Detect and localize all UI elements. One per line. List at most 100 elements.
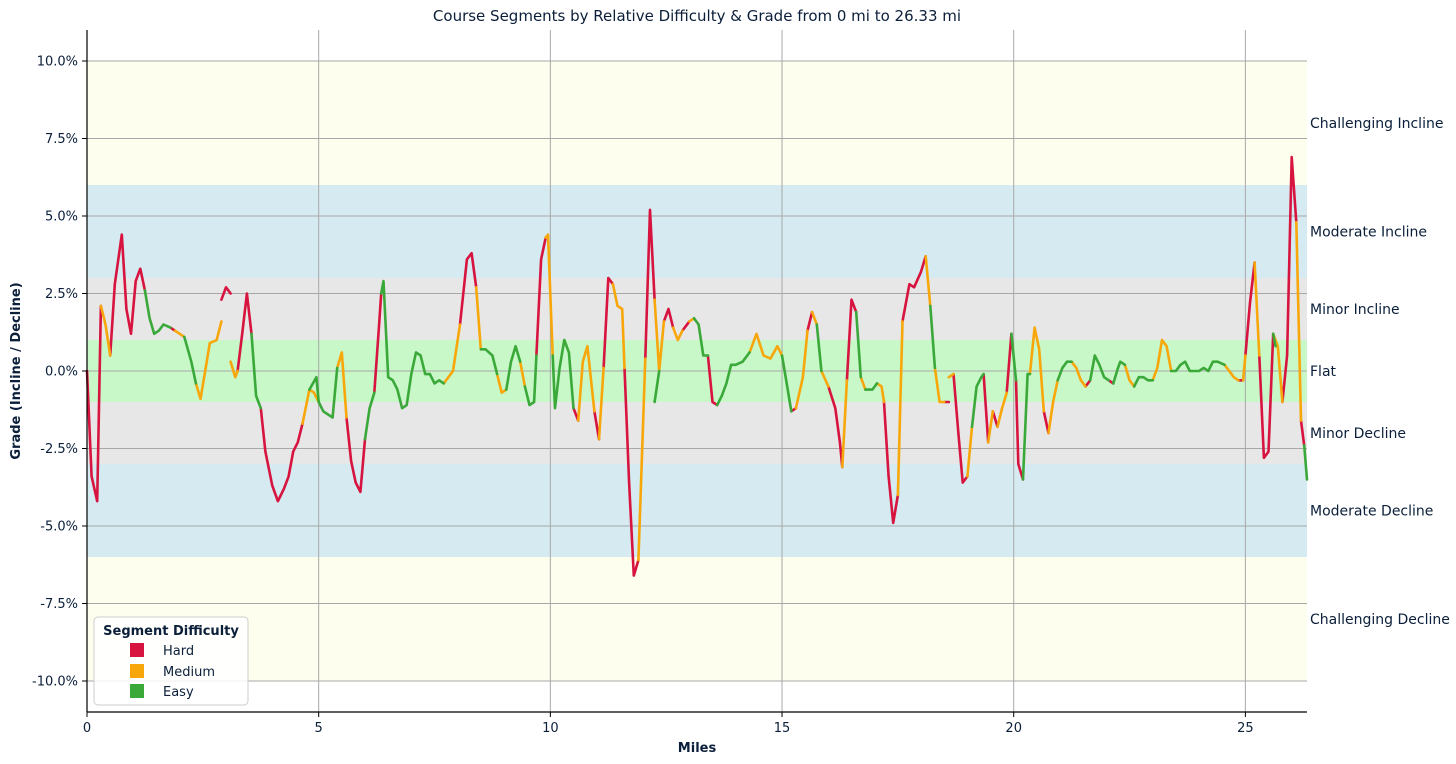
segment-easy: [523, 354, 538, 407]
segment-easy: [692, 316, 710, 357]
legend-swatch-easy: [130, 684, 144, 698]
segment-medium: [794, 329, 809, 410]
segment-easy: [379, 279, 446, 410]
x-tick-label: 20: [1005, 721, 1022, 736]
segment-medium: [1070, 360, 1087, 388]
segment-hard: [1281, 155, 1298, 404]
segment-hard: [1005, 332, 1013, 395]
segment-easy: [551, 338, 575, 410]
segment-hard: [1014, 378, 1025, 481]
segment-medium: [1241, 354, 1247, 382]
segment-medium: [637, 357, 647, 562]
difficulty-zones: [87, 61, 1307, 681]
legend: Segment Difficulty Hard Medium Easy: [93, 616, 249, 706]
segment-easy: [1088, 354, 1110, 382]
segment-medium: [544, 233, 555, 357]
segment-medium: [1047, 378, 1059, 435]
segment-medium: [840, 378, 849, 469]
segment-medium: [518, 360, 527, 388]
segment-hard: [85, 304, 103, 503]
segment-easy: [250, 332, 263, 410]
segment-medium: [1028, 326, 1046, 413]
zone-challenging-decline: [87, 557, 1307, 681]
zone-label-challenging-decline: Challenging Decline: [1310, 612, 1450, 628]
segment-easy: [854, 310, 863, 379]
x-tick-label: 15: [774, 721, 791, 736]
y-axis-label: Grade (Incline / Decline): [9, 282, 24, 459]
zone-label-minor-incline: Minor Incline: [1310, 302, 1400, 318]
zone-label-challenging-incline: Challenging Incline: [1310, 116, 1443, 132]
legend-label-medium: Medium: [163, 665, 215, 680]
y-tick-label: 7.5%: [45, 132, 78, 147]
grade-series: [85, 155, 1309, 577]
segment-medium: [1151, 338, 1173, 382]
segment-easy: [1010, 332, 1018, 382]
segment-medium: [671, 326, 684, 342]
legend-box: [93, 616, 249, 706]
y-ticks: 10.0% 7.5% 5.0% 2.5% 0.0% -2.5% -5.0% -7.5% -10.…: [32, 55, 87, 690]
grid-lines: [87, 30, 1307, 712]
y-tick-label: -5.0%: [40, 520, 78, 535]
segment-easy: [363, 391, 376, 441]
segment-medium: [597, 366, 605, 441]
legend-title: Segment Difficulty: [103, 624, 239, 639]
y-tick-label: -7.5%: [40, 597, 78, 612]
segment-hard: [1258, 332, 1275, 460]
segment-medium: [1123, 363, 1136, 388]
x-tick-label: 0: [83, 721, 91, 736]
segment-medium: [966, 425, 974, 478]
segment-hard: [458, 251, 478, 326]
y-tick-label: 10.0%: [37, 55, 78, 70]
segment-hard: [827, 385, 844, 469]
y-tick-label: 5.0%: [45, 210, 78, 225]
segment-medium: [173, 329, 186, 339]
zone-label-flat: Flat: [1310, 364, 1337, 380]
segment-easy: [780, 354, 793, 413]
zone-label-moderate-incline: Moderate Incline: [1310, 225, 1427, 241]
segment-easy: [183, 335, 198, 385]
segment-hard: [372, 292, 383, 395]
segment-easy: [1271, 332, 1277, 348]
segment-hard: [1042, 409, 1050, 435]
zone-moderate-decline: [87, 464, 1307, 557]
segment-medium: [748, 332, 784, 360]
segment-hard: [259, 406, 304, 503]
segment-medium: [229, 360, 239, 379]
segment-medium: [933, 366, 946, 404]
zone-label-moderate-decline: Moderate Decline: [1310, 504, 1433, 520]
segment-medium: [99, 304, 112, 357]
x-tick-label: 10: [542, 721, 559, 736]
segment-hard: [643, 208, 656, 360]
segment-medium: [611, 282, 626, 370]
segment-easy: [864, 382, 879, 391]
segment-easy: [1302, 444, 1309, 481]
segment-hard: [1244, 261, 1256, 357]
segment-medium: [301, 388, 321, 426]
segment-hard: [806, 310, 814, 333]
segment-hard: [108, 233, 147, 357]
segment-hard: [845, 298, 858, 382]
segment-medium: [810, 310, 819, 326]
segment-easy: [143, 289, 172, 336]
segment-easy: [815, 323, 823, 373]
segment-medium: [194, 320, 223, 401]
segment-easy: [1021, 372, 1032, 481]
zone-challenging-incline: [87, 61, 1307, 185]
segment-easy: [1056, 360, 1073, 382]
segment-easy: [504, 344, 522, 391]
x-ticks: 0 5 10 15 20 25: [83, 712, 1254, 736]
segment-easy: [479, 347, 499, 376]
segment-medium: [859, 375, 867, 391]
segment-medium: [986, 409, 995, 444]
x-axis-label: Miles: [678, 741, 717, 756]
segment-medium: [576, 344, 596, 422]
segment-hard: [952, 372, 969, 484]
segment-hard: [345, 416, 367, 494]
zone-minor-incline: [87, 278, 1307, 340]
legend-swatch-hard: [130, 643, 144, 657]
segment-medium: [495, 372, 508, 395]
segment-easy: [928, 304, 937, 370]
legend-label-easy: Easy: [163, 685, 194, 700]
y-tick-label: -2.5%: [40, 442, 78, 457]
segment-medium: [820, 369, 830, 388]
